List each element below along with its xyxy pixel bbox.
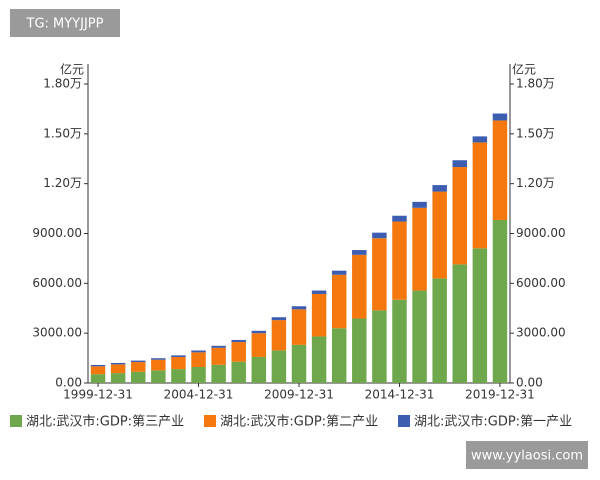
bar-segment — [151, 359, 166, 371]
bar-segment — [392, 221, 407, 300]
bar-segment — [352, 318, 367, 383]
y-tick-label: 3000.00 — [32, 326, 82, 340]
x-tick-label: 2014-12-31 — [365, 388, 435, 402]
bar-segment — [331, 270, 347, 275]
bar-segment — [271, 350, 287, 383]
badge-text: TG: MYYJJPP — [26, 17, 104, 32]
bar-segment — [412, 290, 427, 383]
bar-segment — [412, 207, 427, 291]
bar-segment — [472, 248, 488, 383]
bar-segment — [251, 356, 267, 383]
bar-segment — [151, 358, 166, 360]
bar-segment — [191, 352, 206, 368]
y2-tick-label: 0.00 — [516, 376, 543, 390]
bar-segment — [271, 317, 287, 321]
y-tick-label: 1.80万 — [43, 77, 82, 91]
bar-segment — [90, 366, 106, 375]
y-tick-label: 1.20万 — [43, 176, 82, 190]
legend-text: 湖北:武汉市:GDP:第二产业 — [220, 414, 378, 430]
bar-segment — [110, 373, 126, 383]
legend-text: 湖北:武汉市:GDP:第三产业 — [26, 414, 184, 430]
legend-swatch — [204, 415, 216, 427]
bar-segment — [352, 254, 367, 319]
bar-segment — [90, 364, 106, 367]
bar-segment — [231, 361, 246, 383]
bar-segment — [472, 142, 488, 249]
bar-segment — [472, 136, 488, 143]
bar-segment — [331, 274, 347, 329]
x-tick-label: 1999-12-31 — [63, 388, 133, 402]
bar-segment — [392, 299, 407, 383]
bar-segment — [432, 185, 447, 192]
bar-segment — [191, 350, 206, 353]
y2-tick-label: 1.80万 — [516, 77, 555, 91]
y-tick-label: 9000.00 — [32, 226, 82, 240]
y2-tick-label: 9000.00 — [516, 226, 566, 240]
legend-text: 湖北:武汉市:GDP:第一产业 — [414, 414, 572, 430]
bar-segment — [110, 364, 126, 374]
bar-segment — [251, 330, 267, 334]
bar-segment — [271, 320, 287, 351]
bar-segment — [231, 339, 246, 343]
bar-segment — [432, 191, 447, 279]
bar-segment — [131, 371, 146, 383]
bar-segment — [311, 293, 327, 337]
bar-segment — [131, 360, 146, 363]
bar-segment — [492, 219, 508, 383]
bar-segment — [492, 120, 508, 220]
bar-segment — [211, 347, 226, 365]
y2-axis-label: 亿元 — [512, 62, 536, 77]
bar-segment — [291, 344, 307, 383]
badge-text: www.yylaosi.com — [471, 449, 583, 464]
bar-segment — [90, 374, 106, 383]
bar-segment — [211, 345, 226, 348]
bar-segment — [432, 278, 447, 383]
bar-segment — [452, 160, 467, 168]
bar-segment — [211, 364, 226, 383]
y2-tick-label: 3000.00 — [516, 326, 566, 340]
bar-segment — [311, 336, 327, 383]
badge — [466, 441, 588, 469]
bar-segment — [492, 113, 508, 121]
bar-segment — [331, 328, 347, 383]
y2-tick-label: 1.20万 — [516, 176, 555, 190]
bar-segment — [412, 201, 427, 208]
bar-segment — [452, 264, 467, 383]
x-tick-label: 2004-12-31 — [164, 388, 234, 402]
y2-tick-label: 1.50万 — [516, 126, 555, 140]
y-tick-label: 1.50万 — [43, 126, 82, 140]
y2-tick-label: 6000.00 — [516, 276, 566, 290]
bar-segment — [392, 215, 407, 222]
y-tick-label: 6000.00 — [32, 276, 82, 290]
bar-segment — [171, 355, 186, 357]
bar-segment — [291, 309, 307, 345]
bar-segment — [352, 250, 367, 255]
bar-segment — [372, 310, 387, 383]
x-tick-label: 2009-12-31 — [264, 388, 334, 402]
bar-segment — [171, 369, 186, 383]
bar-segment — [372, 238, 387, 311]
bar-segment — [251, 333, 267, 357]
y-axis-label: 亿元 — [60, 62, 84, 77]
legend-swatch — [398, 415, 410, 427]
x-tick-label: 2019-12-31 — [465, 388, 535, 402]
bar-segment — [110, 362, 126, 365]
legend-swatch — [10, 415, 22, 427]
bar-segment — [452, 167, 467, 265]
bar-segment — [131, 362, 146, 372]
bar-segment — [231, 342, 246, 362]
bar-segment — [291, 306, 307, 310]
badge — [10, 9, 120, 37]
bar-segment — [151, 370, 166, 383]
bar-segment — [311, 290, 327, 294]
y-tick-label: 0.00 — [55, 376, 82, 390]
bar-segment — [372, 232, 387, 239]
bar-segment — [171, 356, 186, 370]
bar-segment — [191, 367, 206, 383]
